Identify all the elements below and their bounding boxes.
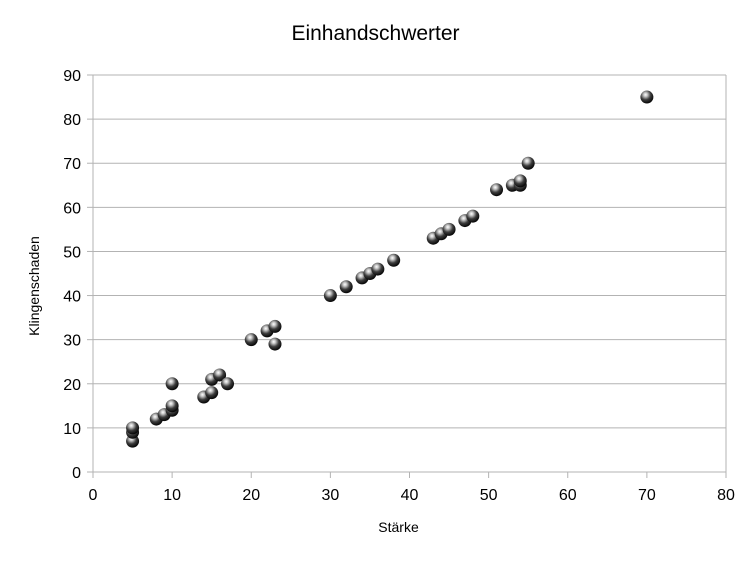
y-tick-label: 40 (63, 289, 81, 306)
data-point (165, 399, 179, 413)
x-tick-label: 10 (163, 487, 181, 504)
tick-labels: 0 10 20 30 40 50 60 70 80 90 0 10 20 30 40 50 60 70 80 (63, 68, 735, 504)
x-tick-label: 0 (89, 487, 98, 504)
y-tick-label: 30 (63, 333, 81, 350)
chart-title: Einhandschwerter (291, 22, 460, 45)
y-axis-label: Klingenschaden (26, 236, 42, 336)
x-axis-label: Stärke (378, 519, 419, 535)
data-point (165, 377, 179, 391)
y-tick-label: 20 (63, 377, 81, 394)
data-point (640, 90, 654, 104)
y-tick-label: 90 (63, 68, 81, 85)
x-tick-label: 70 (638, 487, 656, 504)
x-tick-label: 80 (717, 487, 735, 504)
data-point (126, 421, 140, 435)
y-tick-label: 0 (72, 465, 81, 482)
data-point (387, 253, 401, 267)
x-tick-label: 40 (401, 487, 419, 504)
data-point (490, 183, 504, 197)
x-tick-label: 20 (242, 487, 260, 504)
data-point (521, 156, 535, 170)
data-point (513, 174, 527, 188)
data-point (466, 209, 480, 223)
y-tick-label: 70 (63, 156, 81, 173)
data-point (244, 333, 258, 347)
grid-lines (93, 74, 726, 429)
data-point (205, 386, 219, 400)
data-point (371, 262, 385, 276)
axes (87, 74, 727, 478)
y-tick-label: 60 (63, 200, 81, 217)
x-tick-label: 50 (480, 487, 498, 504)
data-point (213, 368, 227, 382)
data-point (221, 377, 235, 391)
x-tick-label: 30 (321, 487, 339, 504)
data-point (339, 280, 353, 294)
y-tick-label: 50 (63, 244, 81, 261)
data-point (268, 337, 282, 351)
data-point (268, 319, 282, 333)
data-points (126, 90, 654, 448)
y-tick-label: 80 (63, 112, 81, 129)
x-tick-label: 60 (559, 487, 577, 504)
data-point (442, 222, 456, 236)
data-point (323, 289, 337, 303)
y-tick-label: 10 (63, 421, 81, 438)
